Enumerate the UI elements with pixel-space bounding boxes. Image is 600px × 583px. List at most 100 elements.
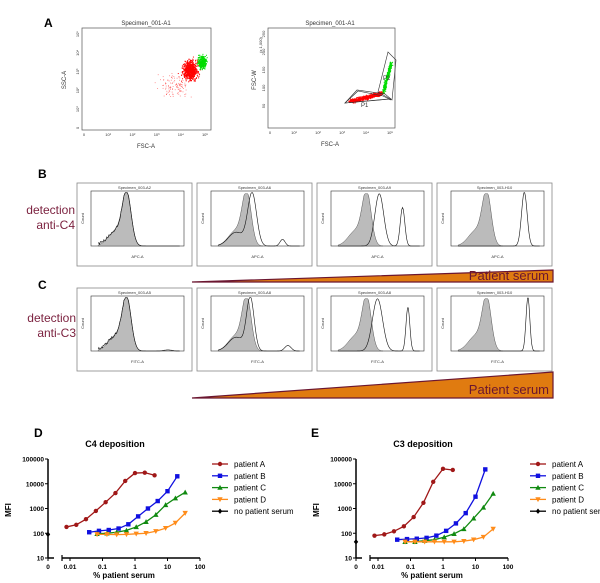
event-dot (371, 97, 373, 99)
x-axis-label: FSC-A (137, 144, 155, 150)
event-dot (181, 65, 183, 67)
series-line (405, 493, 494, 543)
event-dot (184, 69, 186, 71)
event-dot (176, 83, 178, 85)
tick-label: 50 (261, 103, 266, 108)
event-dot (381, 92, 383, 94)
event-dot (162, 85, 164, 86)
event-dot (204, 59, 206, 61)
event-dot (182, 67, 184, 69)
x-tick-label: 10 (164, 564, 172, 571)
event-dot (172, 93, 174, 95)
event-dot (185, 70, 187, 72)
histogram-1: Specimen_003-A5 FITC-A Count (76, 287, 193, 372)
event-dot (176, 93, 178, 95)
event-dot (178, 82, 180, 84)
event-dot (353, 98, 355, 100)
event-dot (166, 92, 168, 94)
event-dot (348, 100, 350, 102)
event-dot (193, 71, 195, 73)
event-dot (192, 64, 194, 66)
y-axis-label: Count (80, 212, 85, 224)
event-dot (371, 96, 373, 98)
event-dot (195, 71, 197, 73)
event-dot (190, 76, 192, 78)
event-dot (165, 83, 167, 84)
event-dot (375, 95, 377, 97)
tick-label: 10¹ (75, 106, 80, 112)
x-axis-label: APC-A (491, 254, 504, 259)
event-dot (198, 65, 200, 67)
event-dot (391, 63, 393, 65)
event-dot (366, 96, 368, 98)
event-dot (368, 96, 370, 98)
event-dot (196, 65, 198, 67)
event-dot (185, 93, 187, 95)
event-dot (185, 73, 187, 75)
event-dot (392, 64, 394, 66)
event-dot (354, 98, 356, 100)
event-dot (176, 86, 177, 88)
event-dot (180, 84, 182, 86)
event-dot (179, 83, 180, 85)
event-dot (165, 82, 166, 84)
legend-label: patient A (552, 460, 584, 469)
event-dot (353, 100, 355, 102)
data-point (162, 525, 169, 531)
legend-marker (217, 508, 223, 514)
event-dot (197, 71, 199, 73)
event-dot (198, 75, 200, 77)
sample-histogram (458, 297, 540, 352)
event-dot (358, 96, 360, 98)
event-dot (197, 62, 199, 64)
event-dot (185, 69, 187, 71)
event-dot (351, 98, 353, 100)
event-dot (190, 65, 192, 67)
event-dot (170, 86, 171, 88)
event-dot (387, 69, 389, 71)
serum-gradient-label: Patient serum (469, 268, 549, 283)
event-dot (191, 60, 193, 62)
event-dot (374, 94, 376, 96)
event-dot (182, 80, 184, 82)
data-point (123, 478, 128, 484)
event-dot (385, 86, 387, 88)
histogram-title: Specimen_003-A5 (118, 290, 152, 295)
data-point (395, 537, 400, 542)
tick-label: 10⁴ (178, 132, 184, 137)
tick-label: 0 (269, 130, 272, 135)
event-dot (357, 99, 359, 101)
event-dot (178, 93, 180, 95)
event-dot (201, 56, 203, 58)
data-point (440, 466, 446, 472)
event-dot (198, 57, 200, 59)
event-dot (178, 89, 180, 90)
histogram-frame (316, 287, 433, 372)
histogram-frame (316, 182, 433, 267)
event-dot (180, 83, 181, 85)
event-dot (372, 96, 374, 98)
event-dot (199, 60, 201, 62)
event-dot (203, 63, 205, 65)
event-dot (173, 76, 175, 77)
histogram-frame (76, 182, 193, 267)
series-no-patient-serum (45, 531, 51, 538)
event-dot (383, 91, 385, 93)
event-dot (199, 61, 201, 63)
event-dot (355, 98, 357, 100)
event-dot (186, 62, 188, 64)
event-dot (181, 86, 183, 88)
event-dot (192, 76, 194, 78)
event-dot (392, 61, 394, 63)
event-dot (371, 96, 373, 98)
event-dot (202, 67, 204, 69)
event-dot (186, 71, 188, 73)
event-dot (195, 73, 197, 75)
tick-label: 10³ (154, 132, 160, 137)
event-dot (387, 74, 389, 76)
event-dot (197, 58, 199, 60)
series-patient-B (395, 467, 488, 542)
event-dot (193, 75, 195, 77)
event-dot (193, 75, 195, 77)
series-line (97, 491, 186, 535)
